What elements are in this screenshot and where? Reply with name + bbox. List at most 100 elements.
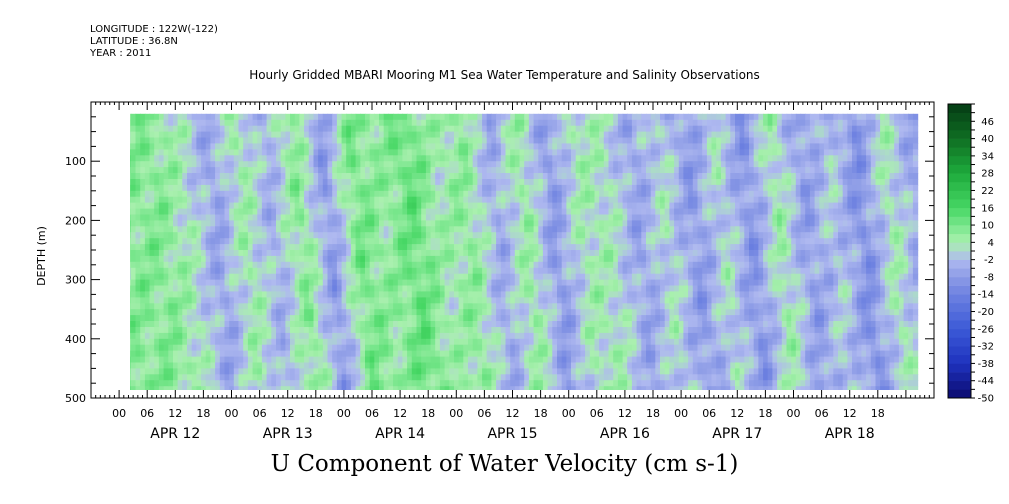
heatmap-cell — [519, 184, 525, 192]
heatmap-cell — [144, 309, 151, 316]
heatmap-cell — [229, 238, 235, 245]
heatmap-cell — [580, 279, 586, 287]
heatmap-cell — [617, 261, 624, 269]
heatmap-cell — [144, 291, 151, 298]
heatmap-cell — [187, 374, 193, 381]
heatmap-cell — [557, 309, 563, 316]
heatmap-cell — [397, 332, 404, 340]
heatmap-cell — [421, 380, 427, 387]
heatmap-cell — [154, 113, 160, 121]
heatmap-cell — [444, 368, 450, 375]
heatmap-cell — [393, 362, 399, 369]
heatmap-cell — [327, 119, 333, 127]
heatmap-cell — [130, 244, 137, 251]
heatmap-cell — [561, 362, 567, 369]
heatmap-cell — [182, 173, 188, 180]
heatmap-cell — [168, 125, 174, 133]
heatmap-cell — [229, 267, 235, 275]
heatmap-cell — [219, 309, 226, 316]
heatmap-cell — [336, 161, 343, 168]
heatmap-cell — [140, 161, 146, 168]
heatmap-cell — [411, 208, 418, 216]
heatmap-cell — [477, 362, 483, 369]
heatmap-cell — [482, 279, 488, 287]
heatmap-cell — [524, 238, 530, 245]
heatmap-cell — [575, 344, 581, 352]
heatmap-cell — [533, 155, 539, 162]
heatmap-cell — [477, 332, 483, 340]
heatmap-cell — [528, 250, 535, 257]
heatmap-cell — [215, 125, 221, 133]
heatmap-cell — [327, 232, 333, 239]
heatmap-cell — [149, 119, 155, 127]
heatmap-cell — [144, 273, 151, 281]
heatmap-cell — [388, 338, 394, 346]
heatmap-cell — [393, 214, 399, 221]
heatmap-cell — [552, 161, 558, 168]
heatmap-cell — [416, 368, 422, 375]
heatmap-cell — [491, 119, 497, 127]
heatmap-cell — [350, 309, 357, 316]
heatmap-cell — [435, 226, 441, 233]
heatmap-cell — [566, 173, 572, 180]
heatmap-cell — [533, 297, 539, 304]
heatmap-cell — [599, 356, 605, 364]
heatmap-cell — [285, 350, 291, 358]
heatmap-cell — [313, 155, 319, 162]
heatmap-cell — [196, 344, 202, 352]
heatmap-cell — [205, 149, 211, 156]
heatmap-cell — [243, 327, 249, 334]
heatmap-cell — [439, 285, 446, 292]
heatmap-cell — [538, 255, 544, 263]
heatmap-cell — [393, 267, 399, 275]
heatmap-cell — [243, 315, 249, 322]
heatmap-cell — [617, 297, 624, 304]
heatmap-cell — [468, 350, 474, 358]
heatmap-cell — [313, 327, 319, 334]
heatmap-cell — [173, 327, 179, 334]
heatmap-cell — [135, 321, 141, 328]
heatmap-cell — [430, 267, 436, 275]
heatmap-cell — [332, 315, 338, 322]
heatmap-cell — [435, 173, 441, 180]
heatmap-cell — [313, 167, 319, 174]
heatmap-cell — [449, 297, 455, 304]
heatmap-cell — [140, 119, 146, 127]
heatmap-cell — [519, 137, 525, 144]
heatmap-cell — [369, 143, 375, 150]
heatmap-cell — [542, 380, 549, 387]
heatmap-cell — [519, 113, 525, 121]
heatmap-cell — [514, 291, 521, 298]
heatmap-cell — [144, 368, 151, 375]
heatmap-cell — [571, 173, 577, 180]
heatmap-cell — [191, 297, 197, 304]
heatmap-cell — [369, 327, 375, 334]
heatmap-cell — [617, 362, 624, 369]
heatmap-cell — [472, 167, 478, 174]
heatmap-cell — [360, 184, 366, 192]
heatmap-cell — [430, 131, 436, 139]
heatmap-cell — [313, 297, 319, 304]
heatmap-cell — [599, 386, 605, 390]
heatmap-cell — [510, 338, 516, 346]
heatmap-cell — [187, 238, 193, 245]
heatmap-cell — [187, 273, 193, 281]
heatmap-cell — [130, 149, 132, 156]
heatmap-cell — [585, 279, 591, 287]
heatmap-cell — [477, 161, 483, 168]
heatmap-cell — [505, 119, 511, 127]
heatmap-cell — [477, 149, 483, 156]
heatmap-cell — [580, 167, 586, 174]
heatmap-cell — [308, 303, 315, 310]
heatmap-cell — [580, 386, 586, 390]
heatmap-cell — [229, 179, 235, 186]
heatmap-cell — [205, 386, 211, 390]
heatmap-cell — [308, 332, 315, 340]
heatmap-cell — [336, 267, 343, 275]
heatmap-cell — [257, 321, 263, 328]
heatmap-cell — [266, 119, 272, 127]
heatmap-cell — [510, 161, 516, 168]
heatmap-cell — [547, 167, 553, 174]
heatmap-cell — [585, 267, 591, 275]
heatmap-cell — [233, 161, 240, 168]
